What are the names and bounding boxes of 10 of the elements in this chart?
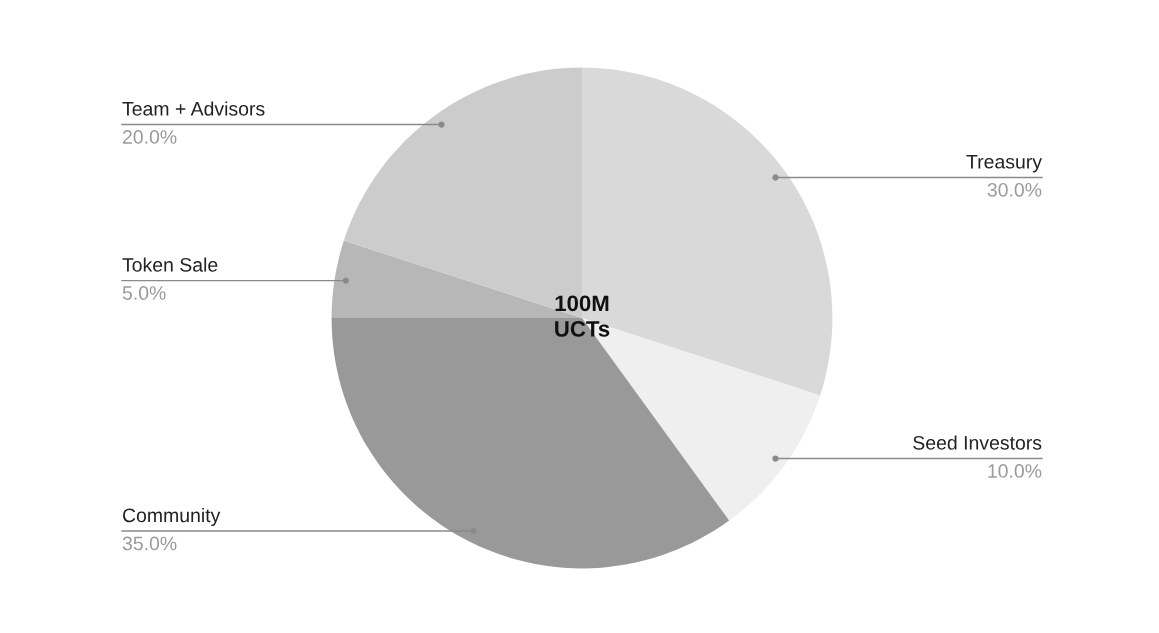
data-label: 20.0% [122,130,177,144]
data-label: 5.0% [122,286,166,300]
data-label: 35.0% [122,536,177,551]
data-label: 10.0% [988,464,1042,478]
data-label: 30.0% [987,182,1042,197]
slice-label: Seed Investors [913,435,1042,450]
slice-label: Token Sale [122,257,218,272]
slice-label: Treasury [966,155,1042,173]
slice-label: Community [122,507,221,527]
slice-label: Team + Advisors [122,101,265,116]
